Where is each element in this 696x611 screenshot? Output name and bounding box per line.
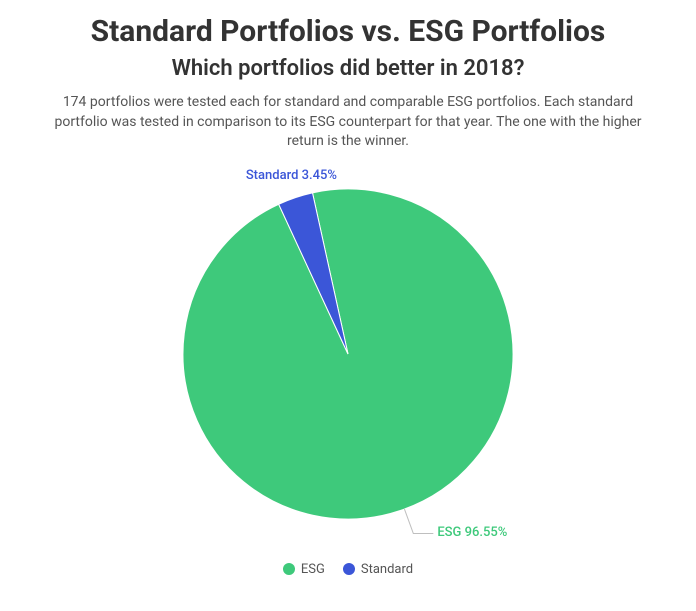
chart-description: 174 portfolios were tested each for stan… [43,93,653,152]
slice-label-esg: ESG 96.55% [437,525,507,540]
legend-swatch-standard [343,563,355,575]
legend-label-esg: ESG [301,562,325,577]
chart-subtitle: Which portfolios did better in 2018? [20,56,676,81]
slice-label-standard: Standard 3.45% [246,168,337,183]
legend-item-esg: ESG [283,562,325,577]
chart-container: Standard Portfolios vs. ESG Portfolios W… [0,0,696,587]
chart-title: Standard Portfolios vs. ESG Portfolios [20,14,676,50]
legend-swatch-esg [283,563,295,575]
legend-label-standard: Standard [361,562,413,577]
pie-svg [20,156,676,556]
chart-legend: ESG Standard [20,562,676,577]
legend-item-standard: Standard [343,562,413,577]
pie-chart: ESG 96.55% Standard 3.45% [20,156,676,556]
